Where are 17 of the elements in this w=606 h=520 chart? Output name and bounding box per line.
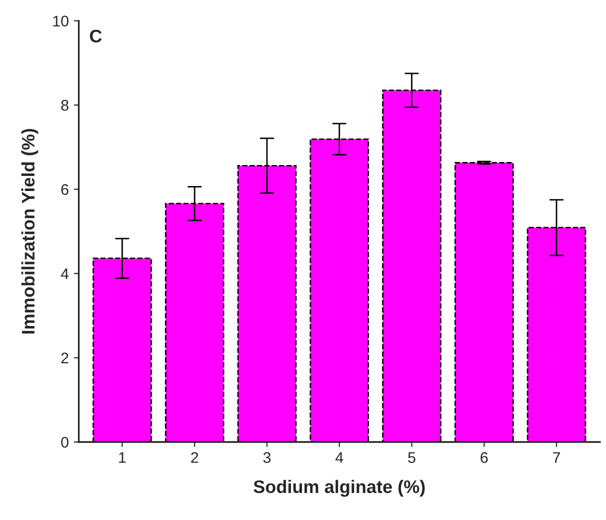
x-tick-label: 6: [480, 452, 488, 463]
y-tick-label: 0: [61, 436, 68, 448]
x-tick-label: 2: [191, 452, 198, 463]
x-axis-title: Sodium alginate (%): [254, 480, 425, 497]
x-tick-label: 7: [553, 452, 560, 463]
y-axis-title: Immobilization Yield (%): [21, 128, 38, 334]
x-tick-label: 5: [408, 452, 416, 463]
y-tick-label: 8: [61, 100, 68, 111]
y-tick-label: 6: [61, 184, 68, 195]
y-tick-label: 10: [53, 16, 68, 26]
x-tick-label: 1: [119, 452, 126, 463]
y-tick-label: 2: [61, 352, 68, 364]
x-tick-label: 3: [263, 452, 271, 463]
y-tick-label: 4: [60, 268, 69, 280]
annotation: C: [90, 30, 102, 42]
bar: [454, 162, 514, 442]
x-tick-label: 4: [335, 452, 344, 463]
